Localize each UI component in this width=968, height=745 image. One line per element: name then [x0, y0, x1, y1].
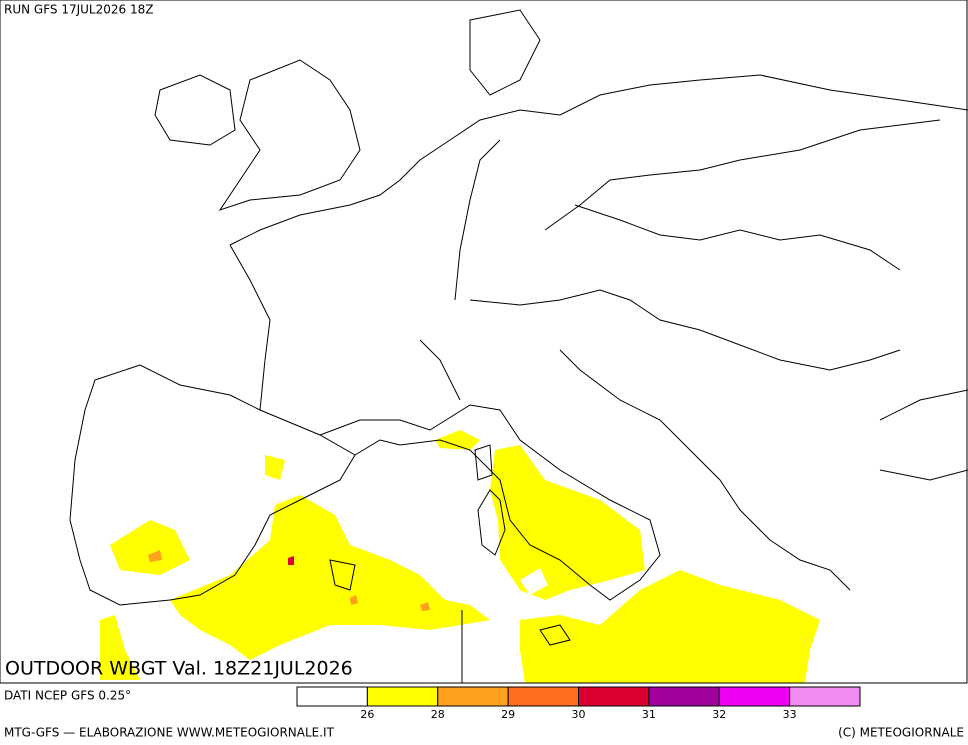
run-label: RUN GFS 17JUL2026 18Z — [4, 3, 153, 17]
heat-areas — [100, 430, 820, 683]
credit: MTG-GFS — ELABORAZIONE WWW.METEOGIORNALE… — [4, 726, 335, 740]
legend-tick-label: 32 — [712, 708, 726, 721]
legend-swatch — [718, 686, 791, 707]
color-legend: 26 28 29 30 31 32 33 — [296, 686, 861, 721]
legend-tick-label: 33 — [783, 708, 797, 721]
legend-tick-label: 26 — [360, 708, 374, 721]
legend-swatch — [789, 686, 861, 707]
hot-spot — [288, 556, 294, 565]
legend-swatch — [437, 686, 509, 707]
legend-swatch — [507, 686, 579, 707]
map-frame — [0, 0, 968, 684]
copyright: (C) METEOGIORNALE — [838, 726, 964, 740]
legend-tick-label: 30 — [572, 708, 586, 721]
coastlines — [69, 9, 968, 683]
legend-tick-label: 28 — [431, 708, 445, 721]
legend-swatch — [296, 686, 368, 707]
warm-spot — [420, 602, 430, 611]
legend-tick-label: 29 — [501, 708, 515, 721]
legend-swatch — [366, 686, 439, 707]
legend-tick-label: 31 — [642, 708, 656, 721]
map-title: OUTDOOR WBGT Val. 18Z21JUL2026 — [5, 658, 353, 680]
gap — [520, 568, 548, 595]
warm-spot — [350, 595, 358, 605]
legend-swatch — [648, 686, 720, 707]
data-source: DATI NCEP GFS 0.25° — [4, 689, 131, 703]
warm-spot — [148, 550, 162, 562]
legend-swatch — [578, 686, 650, 707]
